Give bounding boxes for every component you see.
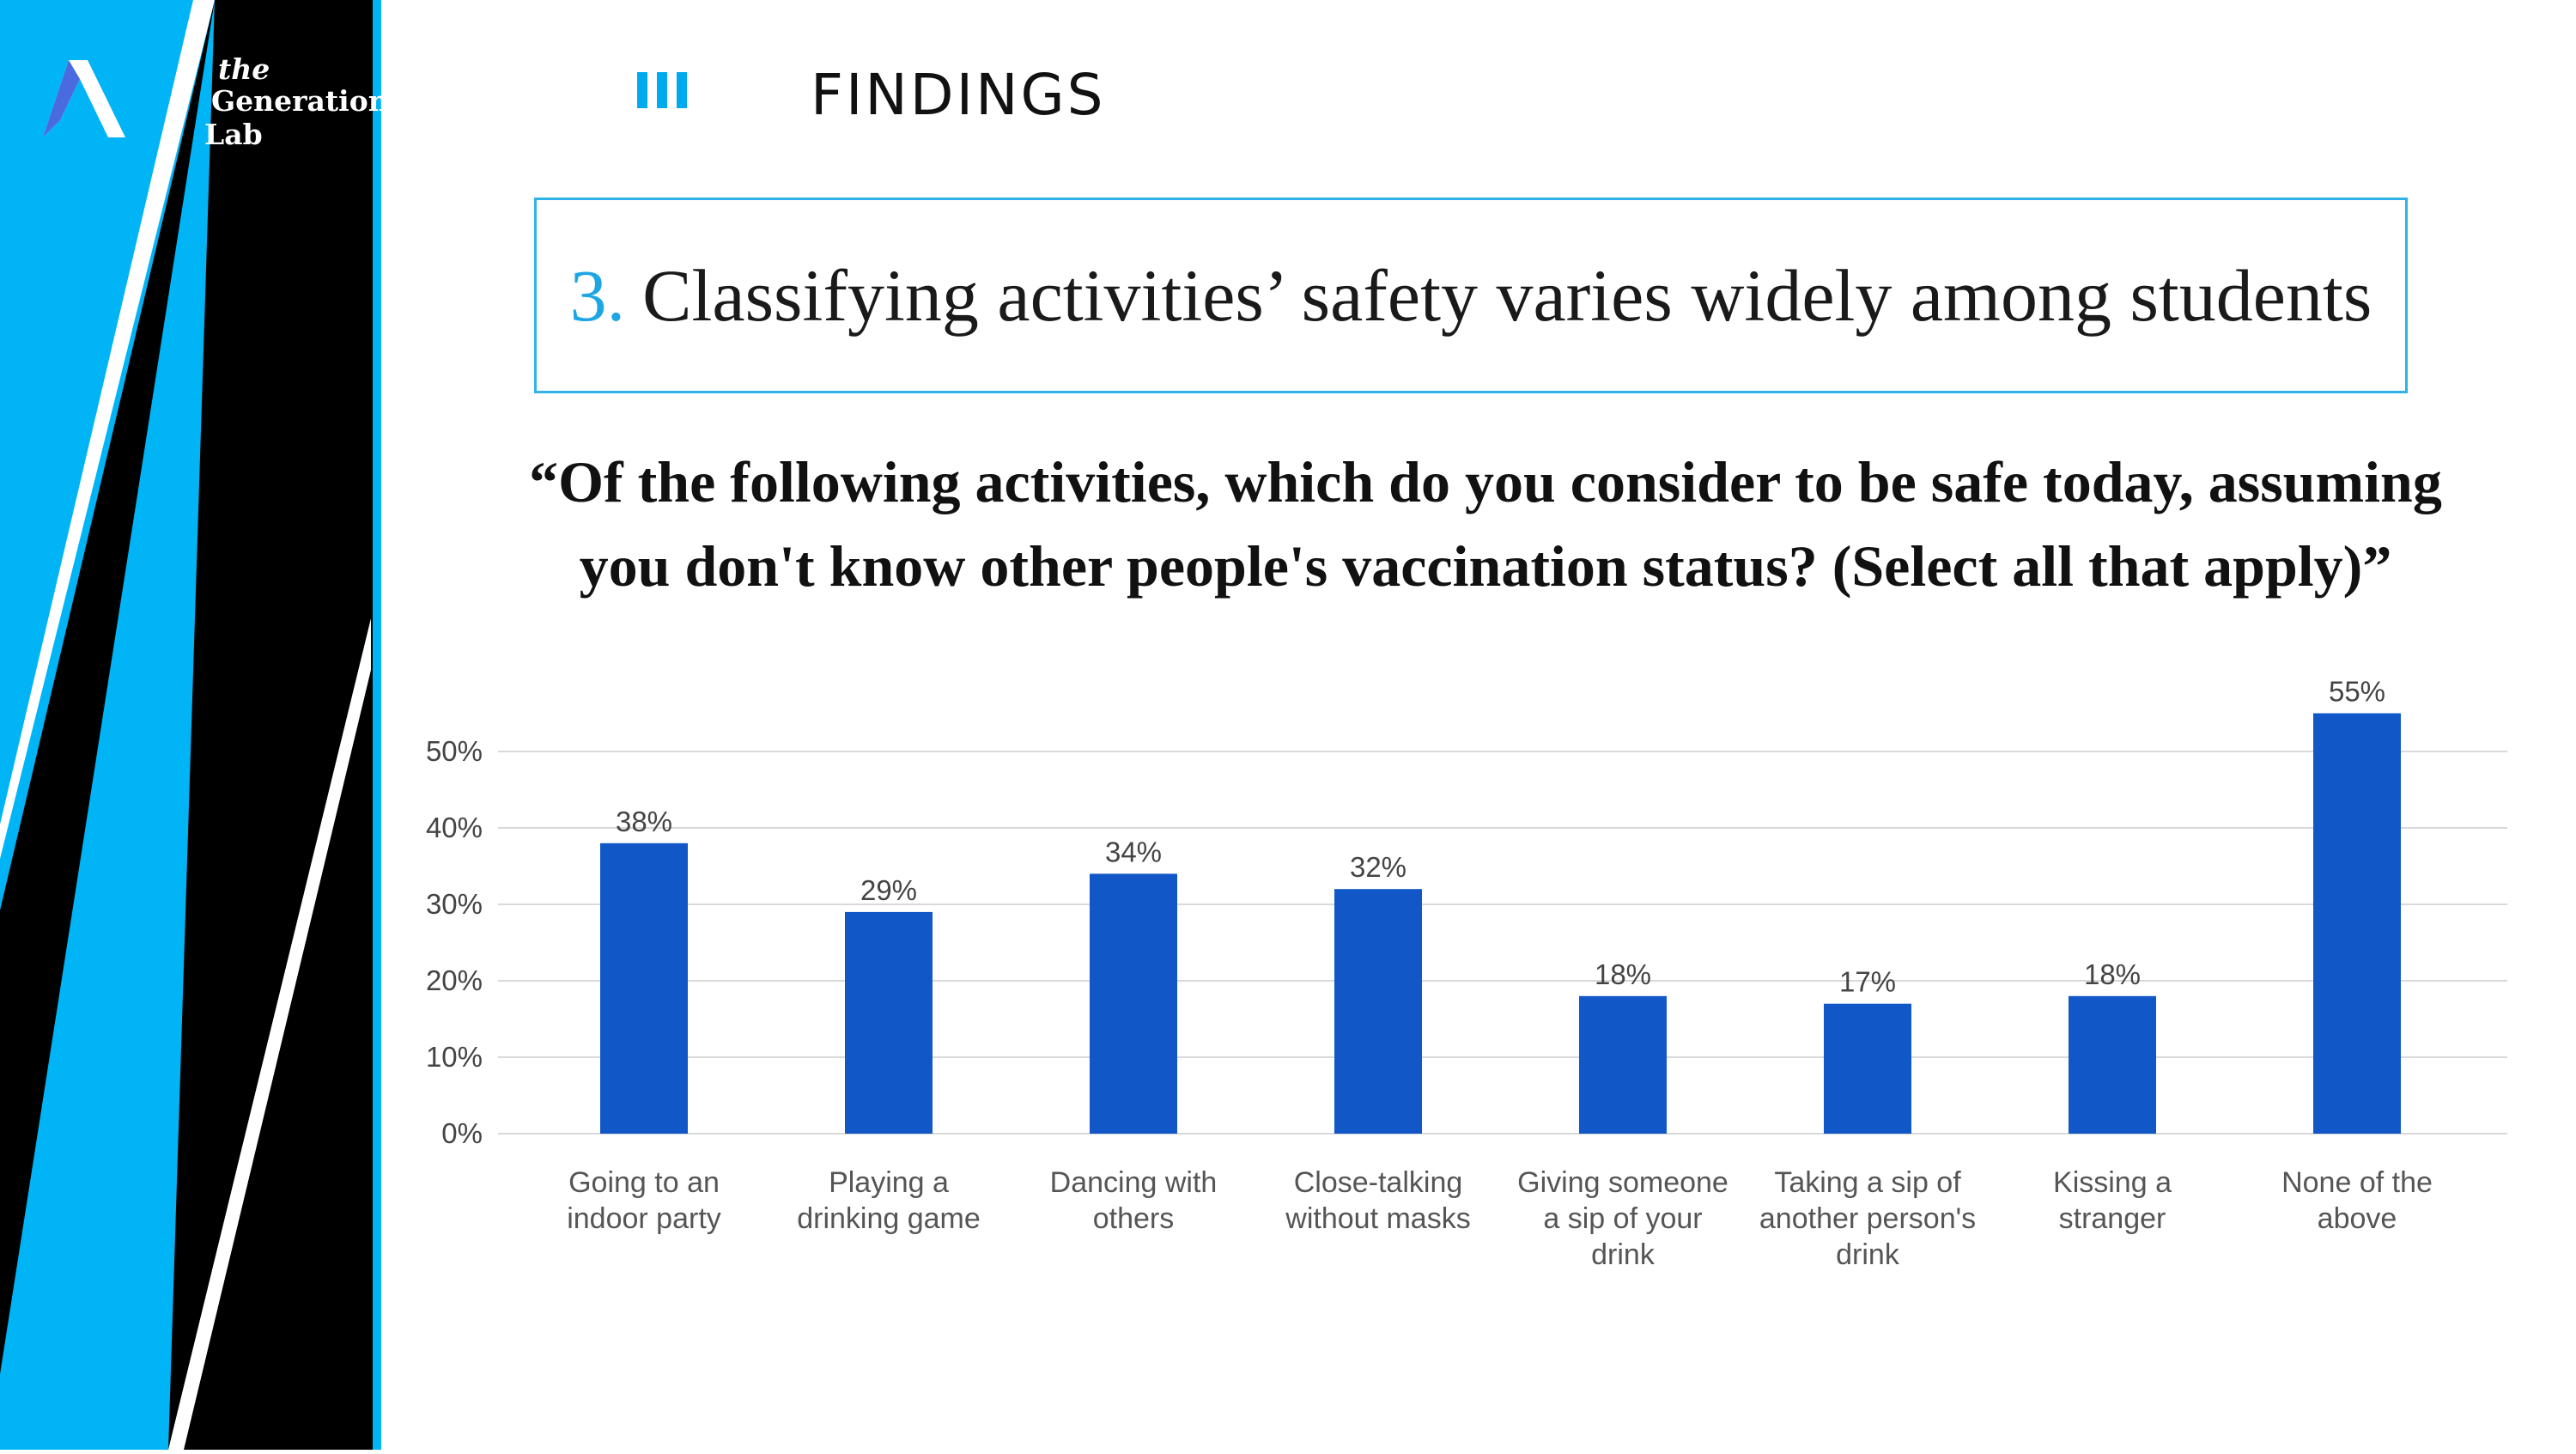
bar-value-label: 18% <box>2084 958 2141 990</box>
logo-icon <box>43 60 125 137</box>
bar-value-label: 34% <box>1105 836 1162 867</box>
sidebar-white-stripe-lower <box>168 618 371 1450</box>
bar <box>600 843 688 1134</box>
x-category-label: Dancing with others <box>1050 1166 1218 1235</box>
bar-value-label: 32% <box>1350 851 1406 883</box>
y-tick-label: 30% <box>426 888 483 920</box>
headline-number: 3. <box>569 254 626 337</box>
section-label: FINDINGS <box>811 62 1106 128</box>
bar-value-label: 18% <box>1595 958 1651 990</box>
survey-question-line-1: “Of the following activities, which do y… <box>529 449 2442 514</box>
sidebar-black-band <box>168 0 373 1450</box>
bar <box>845 911 933 1134</box>
bar-value-label: 38% <box>616 806 672 837</box>
bar-value-label: 29% <box>860 874 917 906</box>
x-category-label: Kissing a stranger <box>2053 1166 2172 1235</box>
y-tick-label: 50% <box>426 735 483 767</box>
y-tick-label: 40% <box>426 812 483 843</box>
bar <box>1824 1003 1911 1134</box>
x-category-label: Close-talking without masks <box>1285 1166 1470 1235</box>
x-category-label: Playing a drinking game <box>797 1166 981 1235</box>
x-category-label: Going to an indoor party <box>567 1166 721 1235</box>
x-category-label: Giving someone a sip of your drink <box>1517 1166 1728 1271</box>
bar-value-label: 17% <box>1839 966 1896 998</box>
survey-question-line-2: you don't know other people's vaccinatio… <box>579 533 2392 599</box>
headline-text: Classifying activities’ safety varies wi… <box>642 254 2372 337</box>
sidebar-graphic <box>0 0 381 1450</box>
bar-value-label: 55% <box>2329 676 2385 708</box>
bar <box>2069 995 2156 1134</box>
brand-name-lab: Lab <box>204 118 263 151</box>
bar <box>1334 889 1422 1134</box>
x-category-label: None of the above <box>2281 1166 2433 1235</box>
bar-chart: 0% 10% 20% 30% 40% 50% 38% Going to an indoor pa… <box>426 676 2507 1271</box>
survey-question: “Of the following activities, which do y… <box>481 440 2490 608</box>
roman-three-bars-icon <box>637 72 687 108</box>
bar <box>1090 873 1177 1134</box>
bar <box>2313 713 2401 1134</box>
sidebar-white-stripe <box>0 0 215 859</box>
x-category-label: Taking a sip of another person's drink <box>1759 1166 1976 1271</box>
y-tick-label: 10% <box>426 1041 483 1073</box>
brand-name-generation: Generation <box>211 84 389 118</box>
bar <box>1579 995 1667 1134</box>
y-tick-label: 20% <box>426 964 483 996</box>
brand-name-the: the <box>218 52 270 86</box>
sidebar-brand-panel: the Generation Lab <box>0 0 389 1450</box>
headline-box: 3. Classifying activities’ safety varies… <box>534 198 2408 393</box>
y-tick-label: 0% <box>441 1117 483 1149</box>
sidebar-black-wedge <box>0 0 215 1374</box>
